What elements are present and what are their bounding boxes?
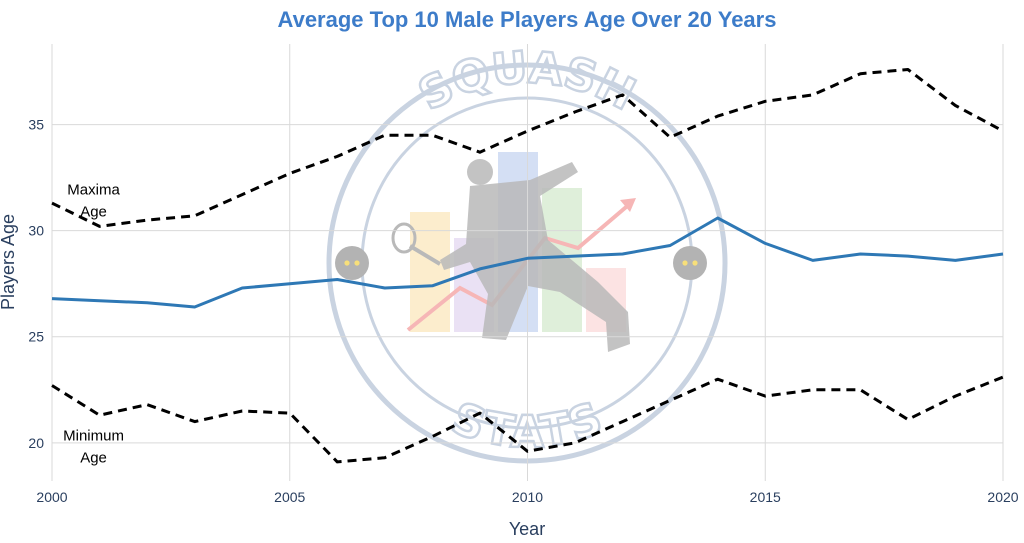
y-axis-title: Players Age: [0, 214, 18, 310]
watermark-ball-right: [673, 246, 707, 280]
series-line-average: [51, 216, 1004, 309]
chart-title: Average Top 10 Male Players Age Over 20 …: [278, 7, 777, 32]
y-tick-label-25: 25: [28, 329, 44, 345]
x-tick-label-2000: 2000: [36, 489, 67, 505]
x-tick-label-2010: 2010: [512, 489, 543, 505]
x-tick-label-2015: 2015: [750, 489, 781, 505]
annotation-1-line-1: Maxima: [67, 182, 120, 199]
series-line-minimum: [51, 375, 1004, 464]
x-axis-title: Year: [509, 519, 545, 539]
x-tick-label-2005: 2005: [274, 489, 305, 505]
watermark-ball-left-dot-1: [344, 260, 350, 266]
watermark-ball-right-dot-1: [682, 260, 688, 266]
y-axis-ticks: 20 25 30 35: [28, 117, 44, 451]
annotation-2-line-2: Age: [80, 450, 107, 467]
watermark-arrow-head: [620, 198, 636, 212]
grid: [51, 44, 1004, 481]
series-layer: [51, 68, 1004, 464]
watermark-racket-handle: [408, 244, 442, 266]
y-tick-label-30: 30: [28, 223, 44, 239]
watermark-racket-head: [391, 222, 417, 254]
annotation-2-line-1: Minimum: [63, 428, 124, 445]
watermark-ball-left-dot-2: [354, 260, 360, 266]
annotation-1-line-2: Age: [80, 204, 107, 221]
y-tick-label-35: 35: [28, 117, 44, 133]
annotation-1: Maxima Age: [67, 182, 120, 221]
y-tick-label-20: 20: [28, 435, 44, 451]
annotation-2: Minimum Age: [63, 428, 124, 467]
watermark-player-head: [467, 159, 493, 185]
series-line-maximum: [51, 68, 1004, 228]
x-tick-label-2020: 2020: [987, 489, 1018, 505]
watermark-ball-right-dot-2: [692, 260, 698, 266]
annotations: Maxima Age Minimum Age: [63, 182, 124, 467]
x-axis-ticks: 2000 2005 2010 2015 2020: [36, 489, 1018, 505]
watermark-ball-left: [335, 246, 369, 280]
